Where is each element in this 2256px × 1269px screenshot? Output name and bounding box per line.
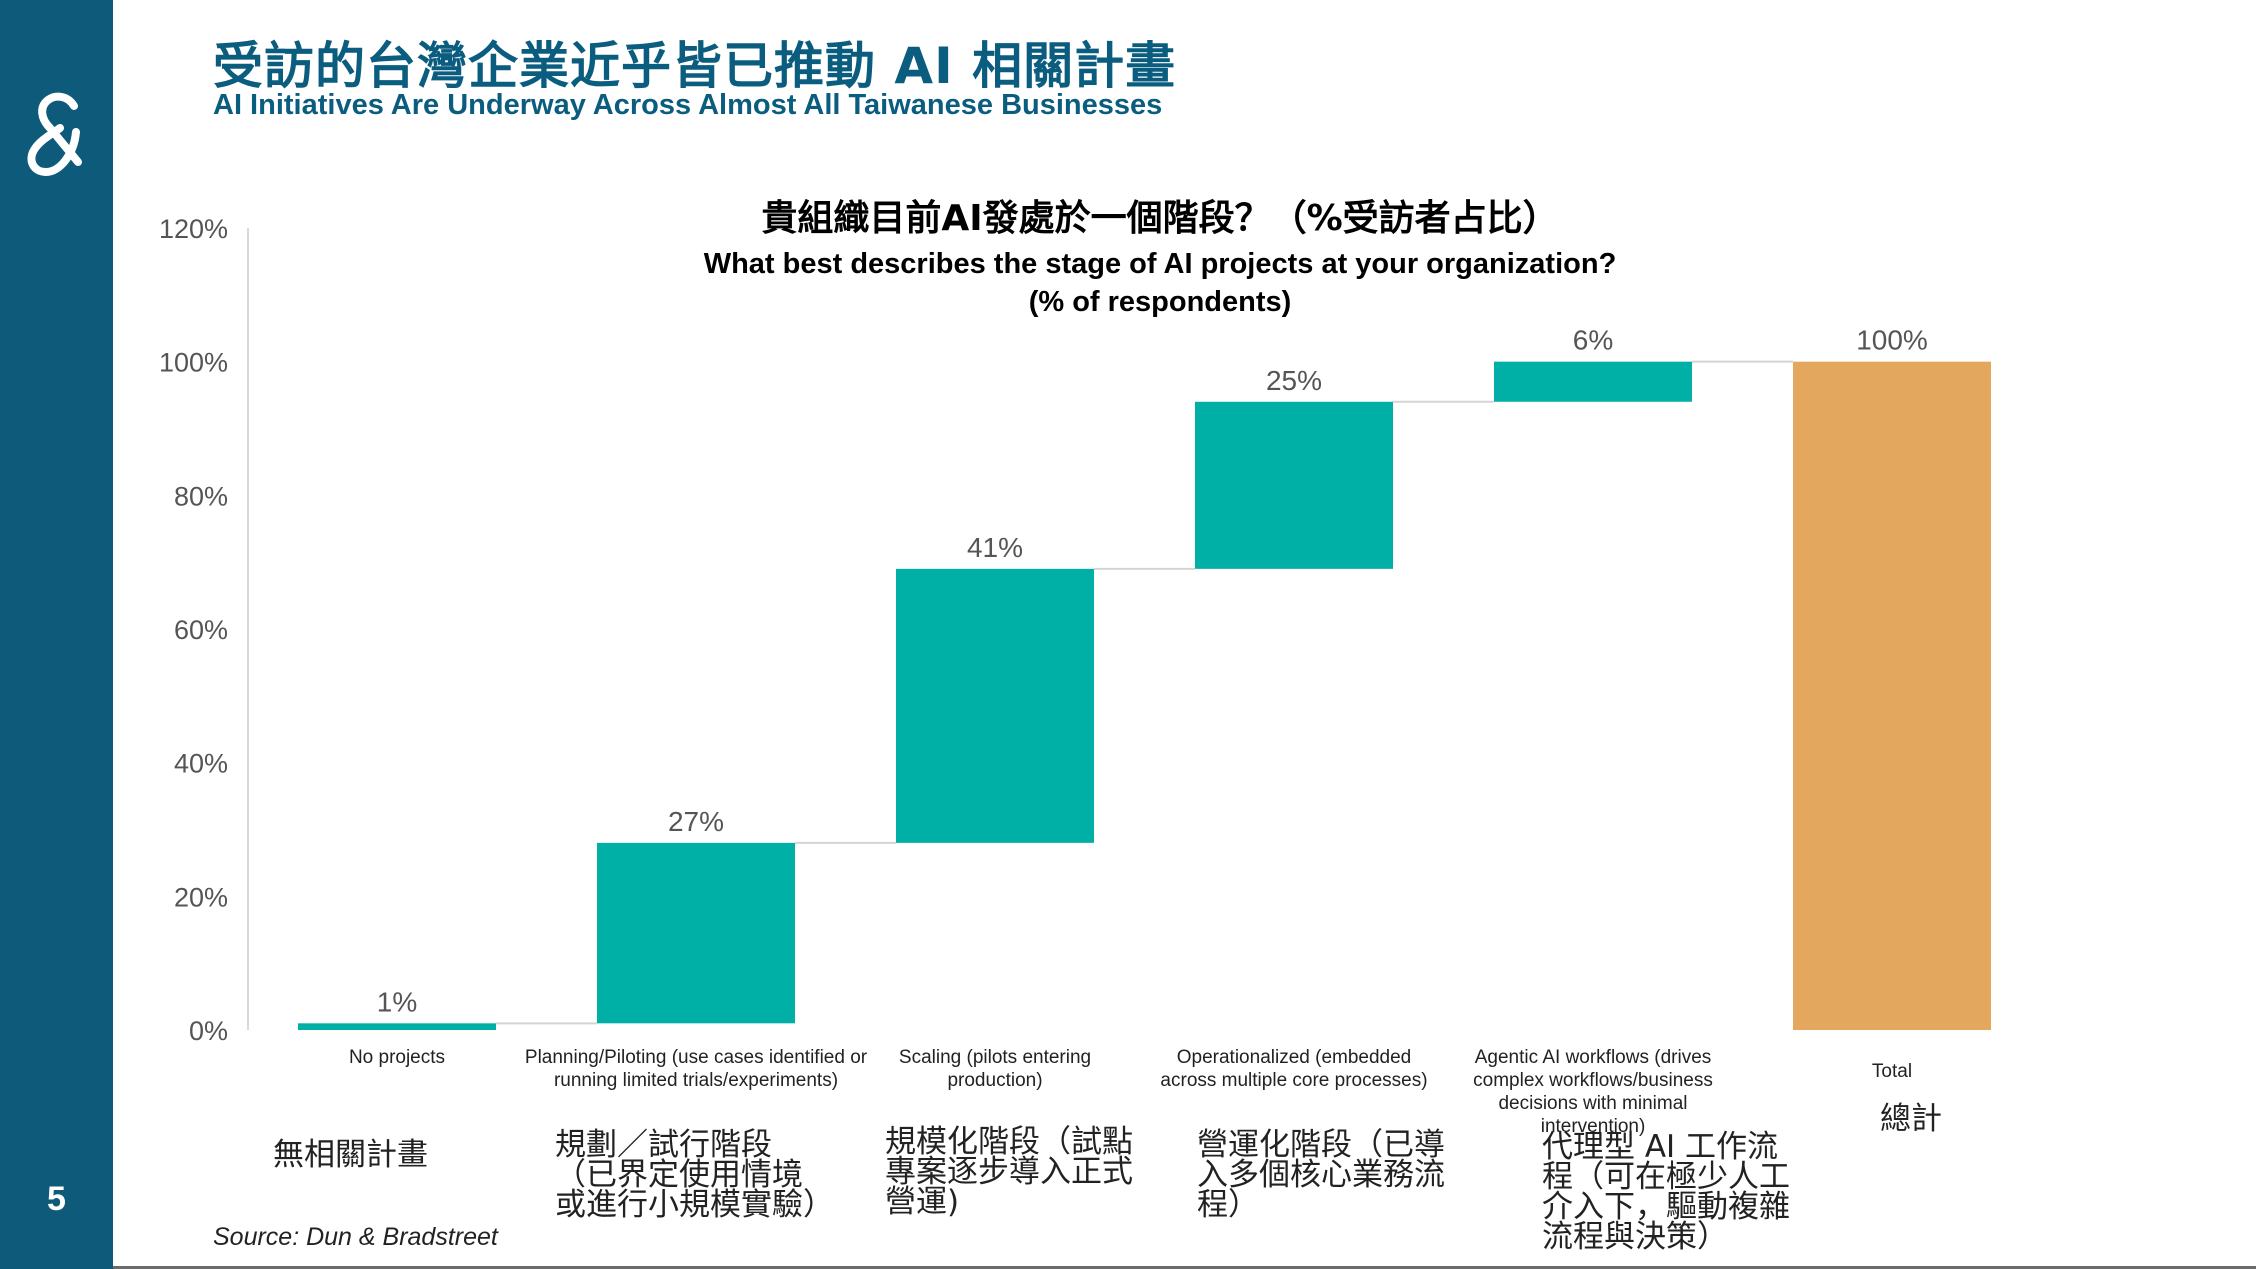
x-category-label: Operationalized (embedded <box>1177 1047 1412 1068</box>
x-category-label: Agentic AI workflows (drives <box>1475 1047 1712 1068</box>
x-category-label-zh: 規模化階段（試點 專案逐步導入正式 營運) <box>885 1124 1133 1220</box>
bar-stage <box>298 1023 496 1030</box>
bar-value-label: 100% <box>1856 325 1928 356</box>
y-tick-label: 100% <box>159 348 228 378</box>
x-category-label: across multiple core processes) <box>1160 1070 1427 1091</box>
x-category-label-zh-line: 規模化階段（試點 <box>885 1124 1133 1160</box>
page-number: 5 <box>47 1180 66 1218</box>
ampersand-logo-icon <box>27 92 82 176</box>
x-category-label-zh-line: 程） <box>1197 1187 1259 1223</box>
sidebar: 5 <box>0 0 113 1269</box>
x-category-label-zh-line: 無相關計畫 <box>273 1137 428 1173</box>
x-category-label-zh-line: 專案逐步導入正式 <box>885 1154 1133 1190</box>
bar-total <box>1793 361 1991 1031</box>
x-category-label-zh: 總計 <box>1880 1101 1942 1137</box>
x-category-label-zh-line: 或進行小規模實驗） <box>555 1187 834 1223</box>
bar-stage <box>896 568 1094 843</box>
x-category-label: No projects <box>349 1047 445 1068</box>
y-tick-label: 40% <box>174 749 228 779</box>
x-category-label-zh: 營運化階段（已導 入多個核心業務流 程） <box>1197 1127 1445 1223</box>
bar-stage <box>597 842 795 1024</box>
x-category-label-zh-line: 介入下，驅動複雜 <box>1542 1189 1790 1225</box>
bar-value-label: 6% <box>1573 325 1613 356</box>
x-category-label-zh-line: 營運化階段（已導 <box>1197 1127 1445 1163</box>
x-category-label: intervention) <box>1541 1116 1646 1137</box>
x-category-label: Total <box>1872 1061 1912 1082</box>
x-category-label-zh-line: 規劃／試行階段 <box>555 1127 772 1163</box>
x-category-label-zh-line: 程（可在極少人工 <box>1542 1159 1790 1195</box>
x-category-label-zh-line: 流程與決策） <box>1542 1219 1728 1255</box>
y-tick-label: 80% <box>174 481 228 511</box>
page-subtitle: AI Initiatives Are Underway Across Almos… <box>213 89 1163 121</box>
chart-title-en: What best describes the stage of AI proj… <box>703 248 1617 318</box>
y-tick-label: 60% <box>174 615 228 645</box>
bar-value-label: 41% <box>967 532 1023 563</box>
x-category-label-zh-line: 營運) <box>885 1184 960 1220</box>
bar-value-label: 27% <box>668 806 724 837</box>
x-category-label-zh-line: （已界定使用情境 <box>555 1157 803 1193</box>
x-category-label: Planning/Piloting (use cases identified … <box>525 1047 868 1068</box>
source-note: Source: Dun & Bradstreet <box>213 1223 498 1251</box>
y-tick-label: 120% <box>159 214 228 244</box>
y-tick-label: 0% <box>189 1016 228 1046</box>
page-title: 受訪的台灣企業近乎皆已推動 AI 相關計畫 <box>213 37 1177 95</box>
x-category-label: production) <box>947 1070 1042 1091</box>
x-category-label-zh-line: 入多個核心業務流 <box>1197 1157 1445 1193</box>
x-category-label-zh: 規劃／試行階段 （已界定使用情境 或進行小規模實驗） <box>555 1127 834 1223</box>
bar-stage <box>1195 401 1393 569</box>
x-category-label: Scaling (pilots entering <box>899 1047 1091 1068</box>
bar-value-label: 25% <box>1266 365 1322 396</box>
x-category-label-zh-line: 總計 <box>1880 1101 1942 1137</box>
bar-stage <box>1494 361 1692 402</box>
chart-title-zh: 貴組織目前AI發處於一個階段？（%受訪者占比） <box>761 198 1559 239</box>
chart-title: 貴組織目前AI發處於一個階段？（%受訪者占比） What best descri… <box>690 195 1630 321</box>
x-category-label: complex workflows/business <box>1473 1070 1713 1091</box>
bottom-divider <box>113 1266 2256 1269</box>
x-category-label-zh: 代理型 AI 工作流 程（可在極少人工 介入下，驅動複雜 流程與決策） <box>1542 1129 1790 1255</box>
bar-value-label: 1% <box>377 986 417 1017</box>
x-category-label-zh: 無相關計畫 <box>273 1137 428 1173</box>
x-category-label-zh-line: 代理型 AI 工作流 <box>1542 1129 1779 1165</box>
x-category-label: decisions with minimal <box>1498 1093 1687 1114</box>
x-category-label: running limited trials/experiments) <box>554 1070 838 1091</box>
y-tick-label: 20% <box>174 882 228 912</box>
